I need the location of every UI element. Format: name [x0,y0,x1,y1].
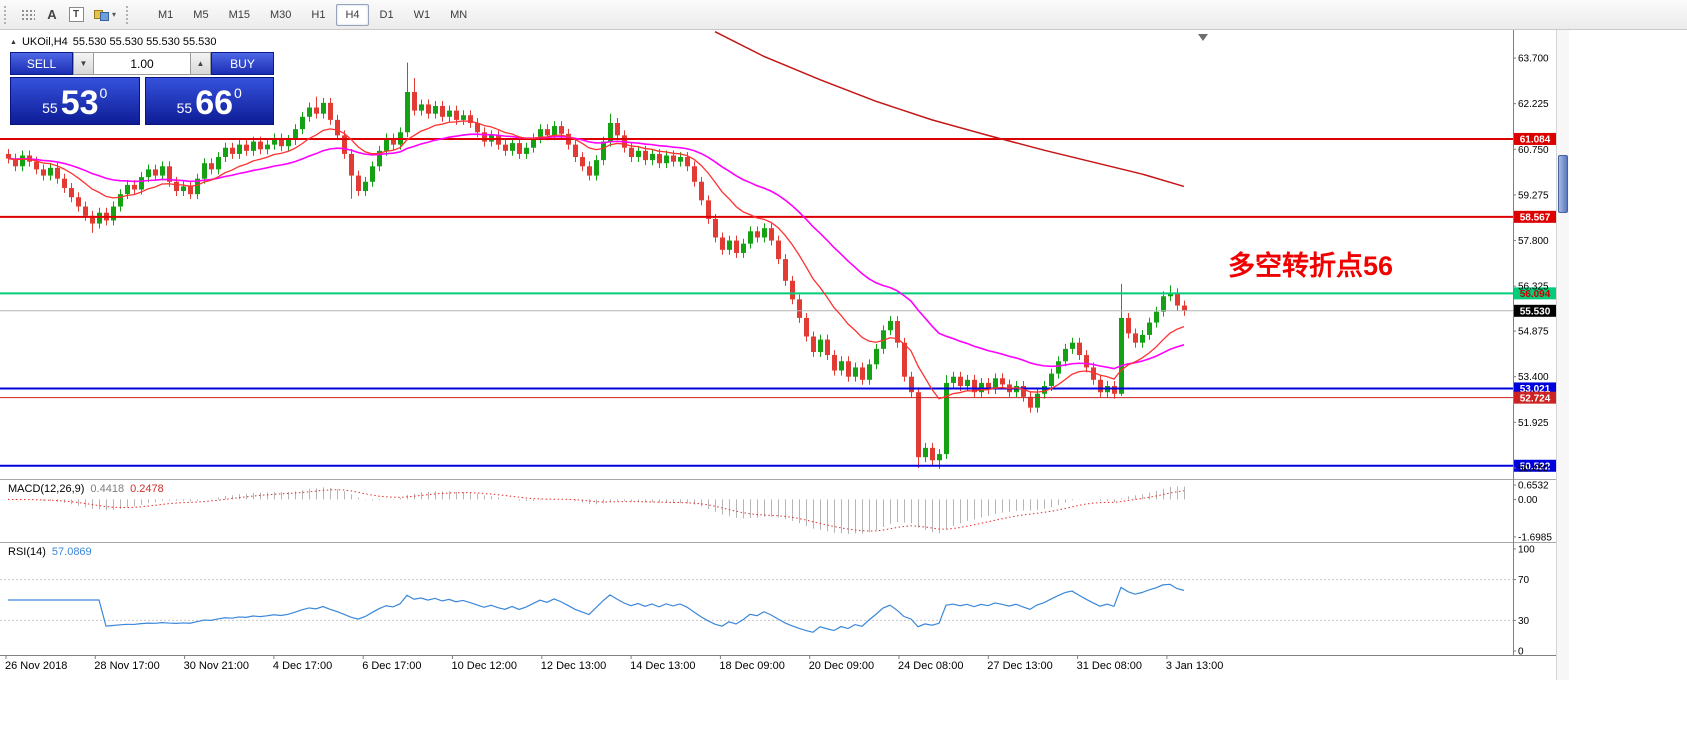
macd-signal-value: 0.2478 [130,483,164,495]
timeframe-M5[interactable]: M5 [193,8,209,21]
price-badge [1514,382,1556,395]
price-badge [1514,132,1556,145]
macd-axis-label: -1.6985 [1518,532,1552,543]
rsi-name: RSI(14) [8,546,46,558]
timeframe-M1[interactable]: M1 [158,8,174,21]
time-axis-label: 26 Nov 2018 [5,660,67,672]
one-click-trade-panel: SELL ▼ ▲ BUY 55 53 0 55 66 0 [10,52,274,125]
dropdown-caret-icon: ▾ [111,10,116,19]
price-axis-label: 56.325 [1518,282,1549,293]
chart-window: 61.084 58.567 56.094 55.530 53.021 52.724 50.5… [0,30,1687,680]
price-badge-label: 55.530 [1520,307,1551,318]
timeframe-M30[interactable]: M30 [269,8,292,21]
price-axis-label: 60.750 [1518,145,1549,156]
objects-dropdown-button[interactable]: ▾ [88,4,122,26]
price-badge-label: 56.094 [1520,289,1551,300]
time-axis-label: 24 Dec 08:00 [898,660,963,672]
timeframe-H4[interactable]: H4 [336,3,369,26]
moving-averages [7,31,1185,400]
price-badge-label: 58.567 [1520,213,1551,224]
timeframe-M15[interactable]: M15 [228,8,250,21]
symbol-label: ▲ UKOil,H4 55.530 55.530 55.530 55.530 [10,36,217,48]
vertical-scrollbar[interactable] [1556,30,1569,680]
rsi-label: RSI(14) 57.0869 [8,546,92,558]
rsi-pane [0,579,1513,633]
time-axis-label: 20 Dec 09:00 [809,660,874,672]
price-axis-label: 53.400 [1518,372,1549,383]
price-axis-label: 54.875 [1518,327,1549,338]
price-axis-label: 62.225 [1518,99,1549,110]
time-axis-label: 18 Dec 09:00 [719,660,784,672]
toolbar-grip [4,5,10,24]
price-badge [1514,287,1556,300]
timeframe-MN[interactable]: MN [450,8,468,21]
price-badge [1514,210,1556,223]
timeframe-D1[interactable]: D1 [379,8,394,21]
price-badge [1514,391,1556,404]
price-badge-label: 61.084 [1520,135,1551,146]
rsi-axis-label: 0 [1518,647,1524,658]
time-axis-label: 27 Dec 13:00 [987,660,1052,672]
time-axis-label: 30 Nov 21:00 [184,660,249,672]
volume-decrease-button[interactable]: ▼ [73,52,94,75]
macd-histogram [7,486,1185,534]
timeframe-H1[interactable]: H1 [311,8,326,21]
trend-annotation: 多空转折点56 [1228,251,1394,281]
macd-axis-label: 0.6532 [1518,481,1549,492]
volume-input[interactable] [94,52,190,75]
time-axis-label: 10 Dec 12:00 [452,660,517,672]
timeframe-group: M1 M5 M15 M30 H1 H4 D1 W1 MN [148,3,477,26]
scrollbar-thumb[interactable] [1558,155,1568,213]
price-badge-label: 53.021 [1520,384,1551,395]
time-axis-label: 3 Jan 13:00 [1166,660,1224,672]
rsi-value: 57.0869 [51,546,92,558]
price-badge-label: 50.522 [1520,462,1551,473]
macd-name: MACD(12,26,9) [8,483,85,495]
toolbar-grip [126,5,132,24]
rsi-axis-label: 30 [1518,616,1530,627]
price-badge [1514,459,1556,472]
price-axis-label: 59.275 [1518,190,1549,201]
price-axis-label: 51.925 [1518,418,1549,429]
time-axis-label: 6 Dec 17:00 [362,660,421,672]
candlesticks [6,62,1187,469]
grid-icon[interactable] [16,4,40,26]
price-axis-label: 63.700 [1518,54,1549,65]
price-axis-label: 57.800 [1518,236,1549,247]
buy-price-display[interactable]: 55 66 0 [144,77,274,125]
text-box-icon[interactable]: T [64,4,88,26]
sell-price-display[interactable]: 55 53 0 [10,77,140,125]
sell-button[interactable]: SELL [10,52,73,75]
object-square-icon [99,12,109,21]
text-label-icon[interactable]: A [47,7,57,22]
rsi-axis-label: 70 [1518,575,1530,586]
price-badge [1514,304,1556,317]
rsi-axis-label: 100 [1518,545,1535,556]
volume-increase-button[interactable]: ▲ [190,52,211,75]
price-badge-label: 52.724 [1520,393,1551,404]
buy-button[interactable]: BUY [211,52,274,75]
chart-shift-icon[interactable] [1198,34,1208,41]
price-axis-label: 50.450 [1518,464,1549,475]
time-axis-label: 14 Dec 13:00 [630,660,695,672]
symbol-ohlc: 55.530 55.530 55.530 55.530 [72,36,217,48]
time-axis-label: 31 Dec 08:00 [1077,660,1142,672]
macd-main-value: 0.4418 [90,483,125,495]
macd-axis-label: 0.00 [1518,495,1538,506]
time-axis-label: 4 Dec 17:00 [273,660,332,672]
symbol-title: UKOil,H4 [21,36,68,48]
time-axis-label: 28 Nov 17:00 [94,660,159,672]
grid-dots-icon [21,8,35,21]
toolbar: A T ▾ M1 M5 M15 M30 H1 H4 D1 W1 MN [0,0,1687,30]
chart-marker-icon: ▲ [10,38,17,46]
time-axis-label: 12 Dec 13:00 [541,660,606,672]
macd-label: MACD(12,26,9) 0.4418 0.2478 [8,483,164,495]
timeframe-W1[interactable]: W1 [413,8,431,21]
